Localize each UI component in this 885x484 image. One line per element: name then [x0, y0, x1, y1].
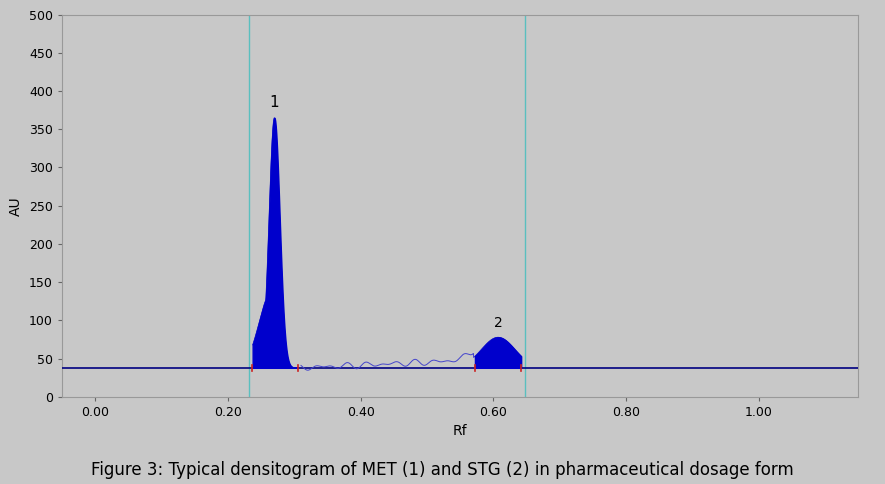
Text: 2: 2: [494, 316, 503, 330]
X-axis label: Rf: Rf: [453, 424, 467, 439]
Text: 1: 1: [270, 95, 279, 110]
Y-axis label: AU: AU: [10, 196, 23, 215]
Text: Figure 3: Typical densitogram of MET (1) and STG (2) in pharmaceutical dosage fo: Figure 3: Typical densitogram of MET (1)…: [91, 461, 794, 479]
